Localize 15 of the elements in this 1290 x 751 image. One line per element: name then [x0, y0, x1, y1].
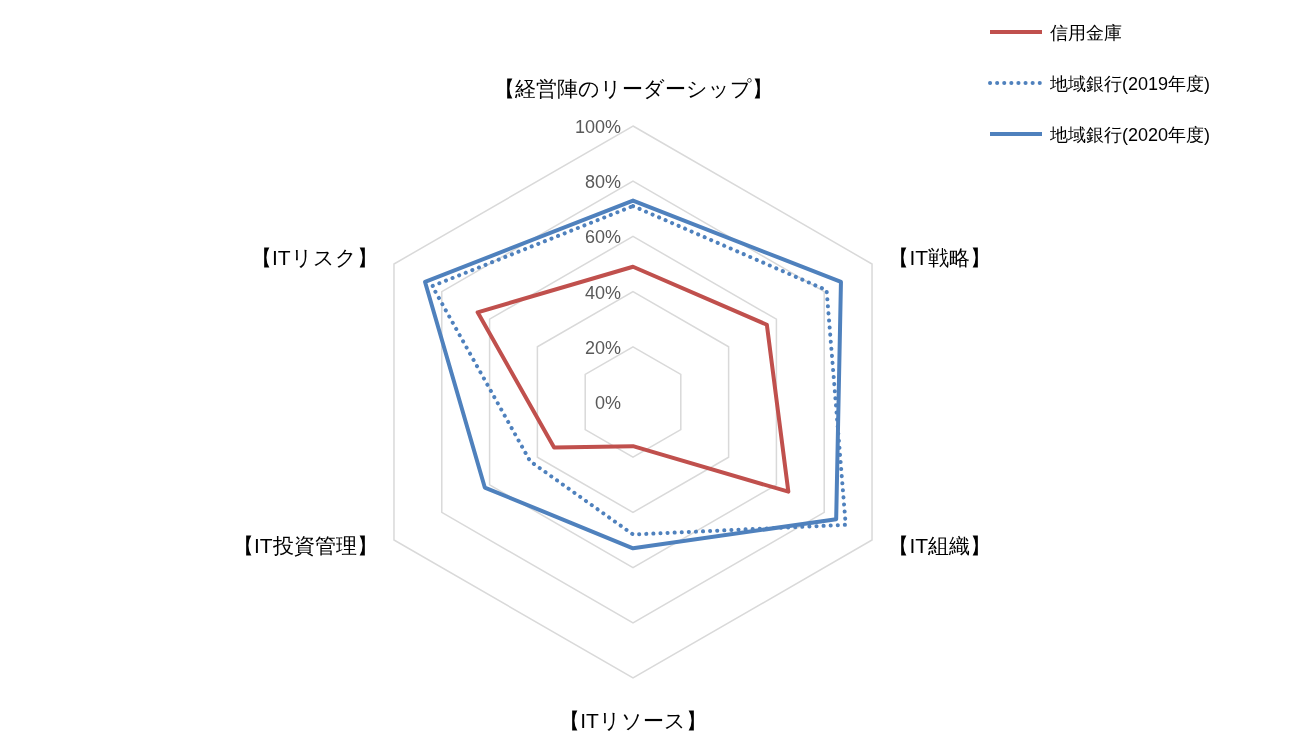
y-tick-label: 0%	[594, 393, 621, 413]
legend-label: 地域銀行(2020年度)	[1049, 125, 1211, 145]
y-tick-label: 100%	[574, 117, 621, 137]
spoke-label: 【IT組織】	[888, 534, 992, 557]
legend-label: 地域銀行(2019年度)	[1049, 74, 1211, 94]
spoke-label: 【ITリソース】	[559, 709, 707, 732]
y-tick-label: 20%	[584, 337, 621, 358]
spoke-label: 【ITリスク】	[250, 246, 378, 269]
y-tick-label: 40%	[584, 282, 621, 303]
spoke-label: 【IT戦略】	[888, 246, 992, 269]
spoke-label: 【経営陣のリーダーシップ】	[493, 77, 773, 100]
y-tick-label: 80%	[584, 172, 621, 193]
spoke-label: 【IT投資管理】	[232, 534, 378, 557]
legend-label: 信用金庫	[1050, 23, 1122, 43]
y-tick-label: 60%	[584, 227, 621, 248]
